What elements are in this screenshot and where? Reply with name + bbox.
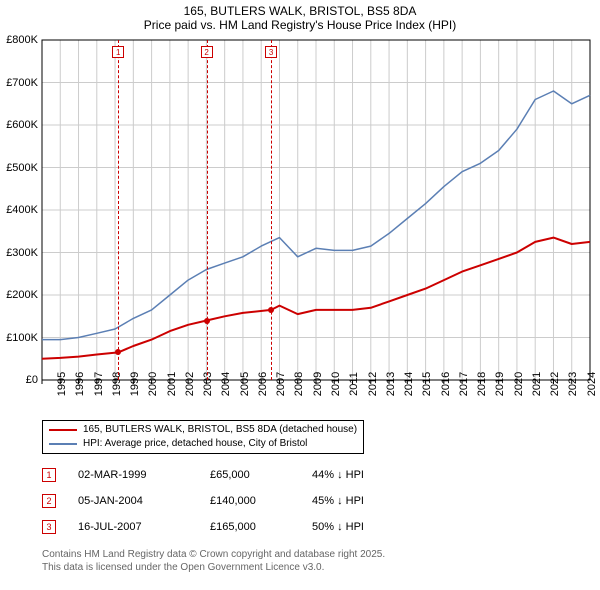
event-vline [271,40,272,380]
footer: Contains HM Land Registry data © Crown c… [42,548,385,574]
y-tick-label: £700K [6,77,38,89]
event-date: 02-MAR-1999 [78,469,188,481]
y-tick-label: £800K [6,34,38,46]
event-marker-icon: 1 [42,468,56,482]
y-tick-label: £400K [6,204,38,216]
event-diff: 50% ↓ HPI [312,521,402,533]
event-point-icon [268,307,274,313]
event-chart-marker: 2 [201,46,213,58]
y-tick-label: £200K [6,289,38,301]
event-marker-icon: 3 [42,520,56,534]
event-table: 1 02-MAR-1999 £65,000 44% ↓ HPI 2 05-JAN… [42,462,402,540]
event-price: £165,000 [210,521,290,533]
event-chart-marker: 3 [265,46,277,58]
event-point-icon [115,349,121,355]
event-diff: 45% ↓ HPI [312,495,402,507]
event-price: £65,000 [210,469,290,481]
event-date: 05-JAN-2004 [78,495,188,507]
title-line-2: Price paid vs. HM Land Registry's House … [0,18,600,32]
legend-item: 165, BUTLERS WALK, BRISTOL, BS5 8DA (det… [49,423,357,437]
event-marker-icon: 2 [42,494,56,508]
legend-label: 165, BUTLERS WALK, BRISTOL, BS5 8DA (det… [83,423,357,437]
event-row: 3 16-JUL-2007 £165,000 50% ↓ HPI [42,514,402,540]
y-tick-label: £300K [6,247,38,259]
event-diff: 44% ↓ HPI [312,469,402,481]
event-point-icon [204,318,210,324]
y-tick-label: £500K [6,162,38,174]
event-vline [207,40,208,380]
event-date: 16-JUL-2007 [78,521,188,533]
event-price: £140,000 [210,495,290,507]
y-tick-label: £600K [6,119,38,131]
event-chart-marker: 1 [112,46,124,58]
footer-line-2: This data is licensed under the Open Gov… [42,561,385,574]
y-tick-label: £100K [6,332,38,344]
x-tick-label: 2024 [572,372,598,396]
legend: 165, BUTLERS WALK, BRISTOL, BS5 8DA (det… [42,420,364,454]
legend-swatch [49,429,77,431]
event-row: 2 05-JAN-2004 £140,000 45% ↓ HPI [42,488,402,514]
y-tick-label: £0 [26,374,38,386]
legend-item: HPI: Average price, detached house, City… [49,437,357,451]
chart-container: 165, BUTLERS WALK, BRISTOL, BS5 8DA Pric… [0,0,600,590]
event-row: 1 02-MAR-1999 £65,000 44% ↓ HPI [42,462,402,488]
legend-swatch [49,443,77,445]
chart-svg [42,40,590,380]
title-line-1: 165, BUTLERS WALK, BRISTOL, BS5 8DA [0,4,600,18]
title-block: 165, BUTLERS WALK, BRISTOL, BS5 8DA Pric… [0,0,600,38]
legend-label: HPI: Average price, detached house, City… [83,437,307,451]
footer-line-1: Contains HM Land Registry data © Crown c… [42,548,385,561]
chart-plot-area: £0£100K£200K£300K£400K£500K£600K£700K£80… [42,40,590,380]
event-vline [118,40,119,380]
